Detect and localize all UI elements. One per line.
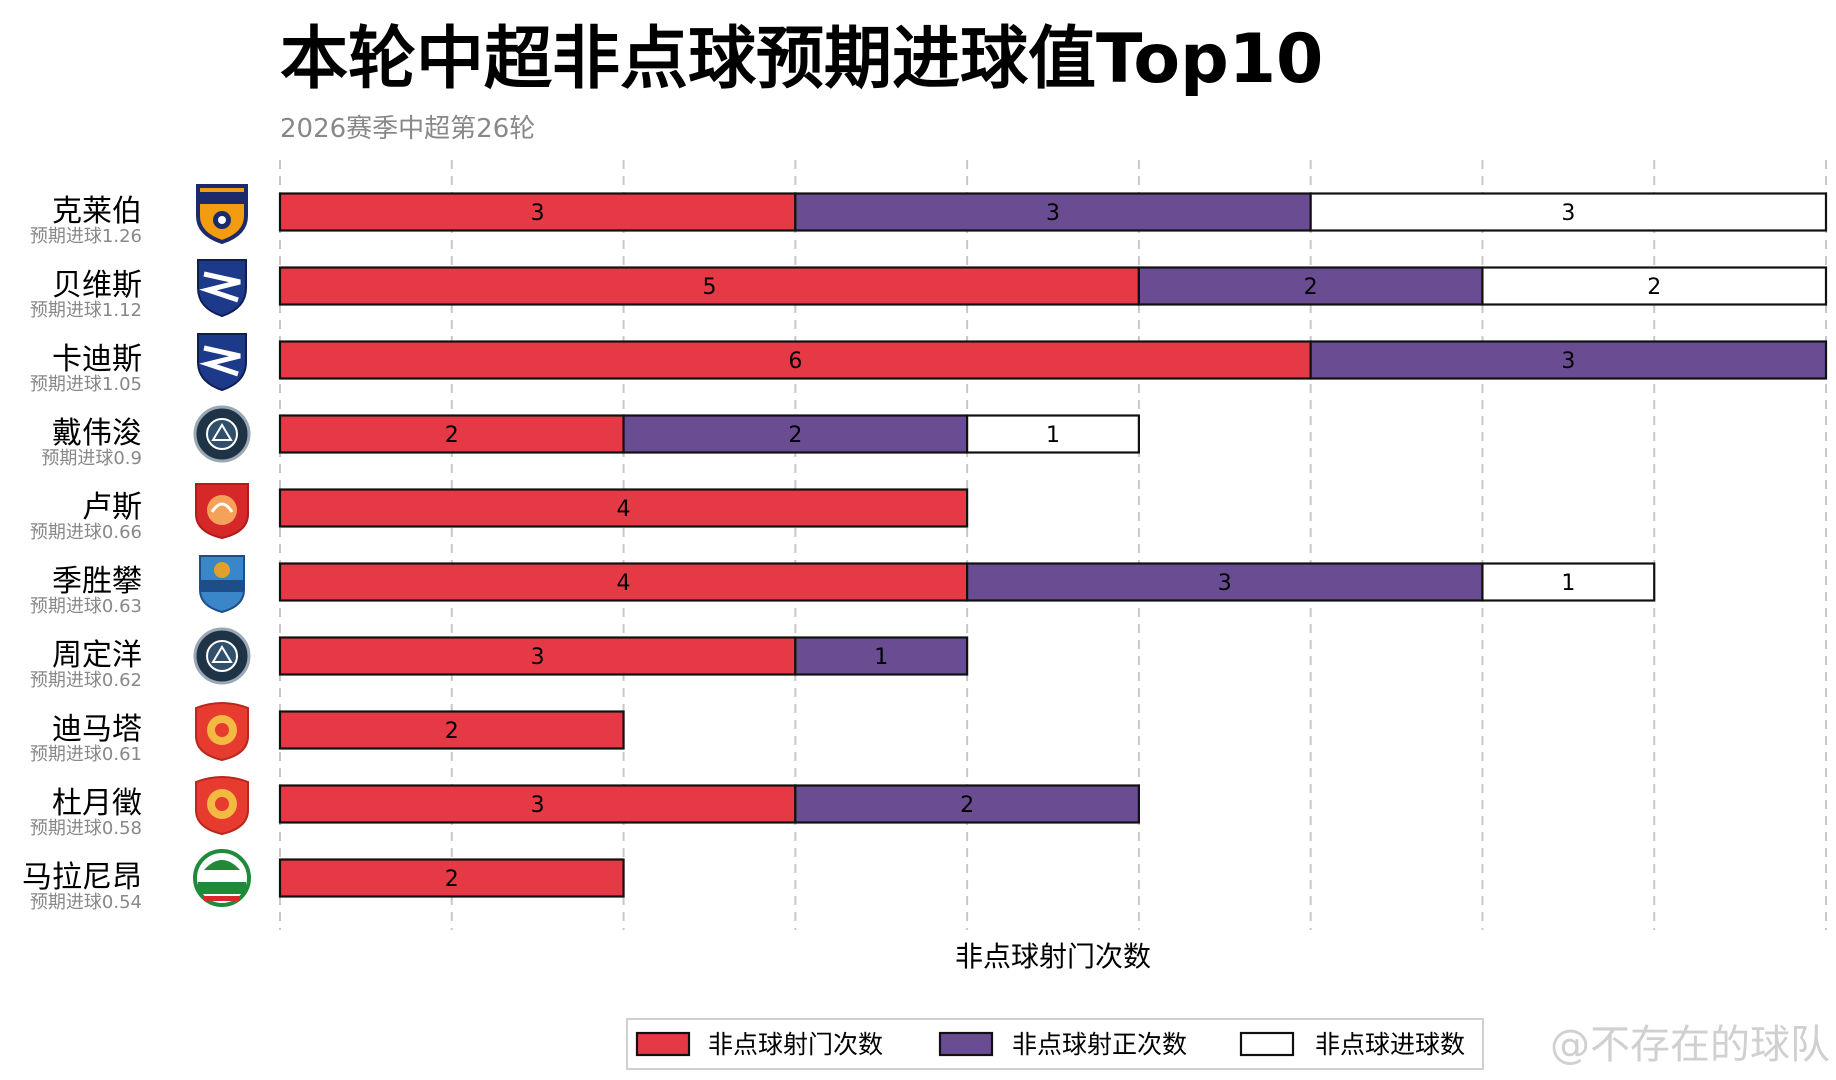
player-xg: 预期进球1.12 [30,300,142,321]
player-xg: 预期进球0.63 [30,596,142,617]
bar-value-label: 2 [788,423,802,448]
legend-swatch [635,1031,691,1057]
bar-value-label: 1 [874,645,888,670]
bar-value-label: 2 [445,423,459,448]
bar-value-label: 3 [531,201,545,226]
bar-segment [278,488,969,528]
bar-value-label: 3 [1561,349,1575,374]
player-xg: 预期进球0.61 [30,744,142,765]
bar-segment [278,414,625,454]
player-name: 克莱伯 [52,194,142,229]
legend-box [626,1018,1484,1070]
bar-value-label: 1 [1046,423,1060,448]
bar-segment [278,266,1140,306]
bar-segment [794,784,1140,824]
bar-segment [278,636,797,676]
bar-segment [1309,340,1828,380]
yunnan-yukun-logo [196,184,248,245]
x-axis-label: 非点球射门次数 [955,940,1151,973]
player-xg: 预期进球0.66 [30,522,142,543]
chengdu-rongcheng-logo [195,776,249,836]
bar-segment [278,562,969,602]
henan-fc-logo [193,849,251,907]
bar-value-label: 3 [1046,201,1060,226]
player-name: 周定洋 [52,638,142,673]
legend-swatch [938,1031,994,1057]
bar-value-label: 1 [1561,571,1575,596]
bar-value-label: 2 [1304,275,1318,300]
player-name: 迪马塔 [52,712,142,747]
meizhou-hakka-logo [195,483,249,540]
bar-value-label: 4 [617,571,631,596]
qingdao-west-coast-logo [199,555,245,614]
shenzhen-xinpengcheng-logo [193,405,251,463]
bar-value-label: 2 [445,867,459,892]
shenzhen-xinpengcheng-logo [193,627,251,685]
player-xg: 预期进球1.26 [30,226,142,247]
legend: 非点球射门次数 非点球射正次数 非点球进球数 [626,1018,1484,1070]
watermark: @不存在的球队 [1550,1022,1830,1068]
legend-label: 非点球射正次数 [1012,1030,1187,1059]
bar-value-label: 3 [1218,571,1232,596]
legend-label: 非点球射门次数 [708,1030,883,1059]
legend-label: 非点球进球数 [1315,1030,1465,1059]
bar-value-label: 5 [702,275,716,300]
bar-value-label: 4 [617,497,631,522]
bar-value-label: 2 [445,719,459,744]
player-name: 季胜攀 [52,564,142,599]
bar-segment [1309,192,1828,232]
player-xg: 预期进球1.05 [30,374,142,395]
bar-value-label: 3 [531,645,545,670]
player-name: 杜月徵 [52,786,142,821]
bar-value-label: 3 [1561,201,1575,226]
bar-segment [278,192,797,232]
player-name: 贝维斯 [52,268,142,303]
legend-swatch [1239,1031,1295,1057]
bar-segment [794,636,969,676]
player-xg: 预期进球0.62 [30,670,142,691]
bar-segment [278,858,625,898]
chengdu-rongcheng-logo [195,702,249,762]
player-xg: 预期进球0.54 [30,892,142,913]
player-name: 马拉尼昂 [22,860,142,895]
player-name: 卢斯 [82,490,142,525]
bar-segment [1481,562,1656,602]
dalian-yingbo-logo [197,259,247,318]
chart-title: 本轮中超非点球预期进球值Top10 [280,20,1323,99]
bar-segment [278,340,1312,380]
bar-segment [966,414,1140,454]
player-xg: 预期进球0.58 [30,818,142,839]
chart-subtitle: 2026赛季中超第26轮 [280,114,535,144]
bar-value-label: 2 [1647,275,1661,300]
dalian-yingbo-logo [197,333,247,392]
bar-segment [1481,266,1828,306]
bar-value-label: 6 [788,349,802,374]
player-name: 戴伟浚 [52,416,142,451]
bar-segment [278,710,625,750]
player-name: 卡迪斯 [52,342,142,377]
bar-segment [966,562,1484,602]
player-xg: 预期进球0.9 [41,448,142,469]
bar-segment [794,192,1312,232]
bar-value-label: 3 [531,793,545,818]
bar-value-label: 2 [960,793,974,818]
